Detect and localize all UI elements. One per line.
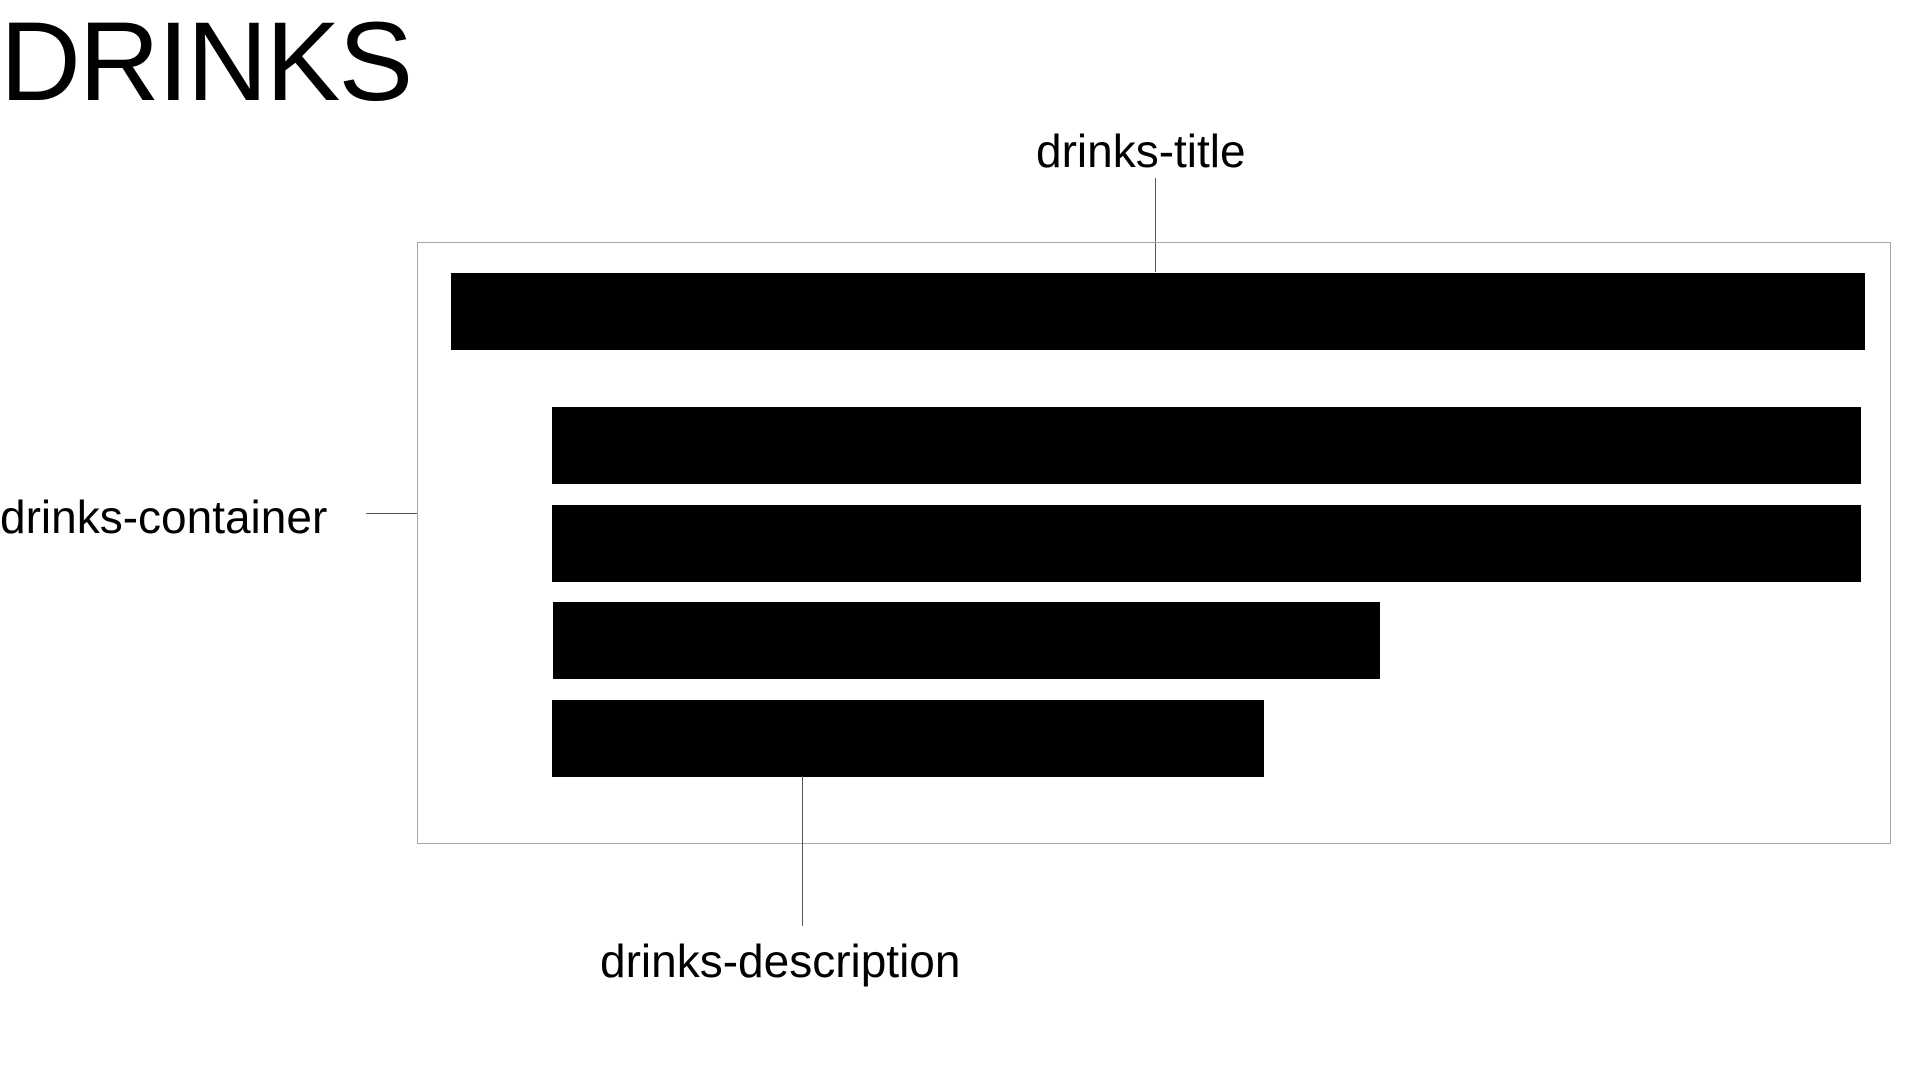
drinks-title-placeholder-bar xyxy=(451,273,1865,350)
drinks-container-label: drinks-container xyxy=(0,491,328,543)
drinks-title-leader-line xyxy=(1155,178,1156,272)
drinks-description-leader-line xyxy=(802,776,803,926)
drinks-description-label: drinks-description xyxy=(600,935,961,987)
drinks-description-placeholder-bar-4 xyxy=(552,700,1264,777)
drinks-description-placeholder-bar-1 xyxy=(552,407,1861,484)
drinks-description-placeholder-bar-2 xyxy=(552,505,1861,582)
drinks-title-label: drinks-title xyxy=(1036,125,1246,177)
drinks-container-leader-line xyxy=(366,513,418,514)
drinks-description-placeholder-bar-3 xyxy=(553,602,1380,679)
page-heading: DRINKS xyxy=(0,0,413,124)
drinks-container-box xyxy=(417,242,1891,844)
